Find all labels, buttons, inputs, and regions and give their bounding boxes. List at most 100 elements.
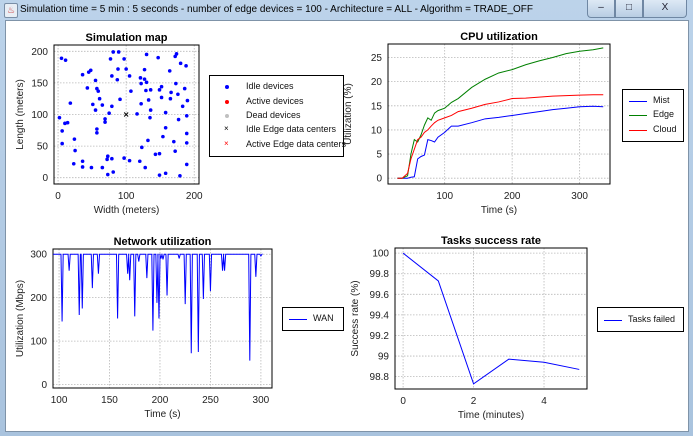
device-point [73,148,77,153]
legend-label: Active Edge data centers [246,138,347,149]
maximize-button[interactable]: □ [615,0,643,18]
device-point [174,52,179,56]
java-cup-icon: ♨ [4,3,18,18]
y-tick-label: 99.4 [370,310,390,321]
device-point [63,58,68,62]
y-axis-label: Utilization (Mbps) [15,280,26,357]
device-point [116,67,120,71]
device-point [118,97,122,102]
minimize-button[interactable]: – [587,0,615,18]
device-point [144,52,149,57]
device-point [80,72,85,77]
x-tick-label: 200 [504,191,521,202]
device-point [122,156,126,160]
x-tick-label: 100 [51,395,68,406]
legend-label: Edge [653,109,675,120]
data-layer [53,253,263,361]
device-point [148,108,153,112]
device-point [148,115,152,120]
device-point [173,149,177,153]
device-point [184,162,189,167]
device-point [93,78,98,83]
device-point [176,92,180,97]
legend-x-marker: × [224,124,229,134]
series-line-tasks-failed [402,252,580,385]
y-axis-label: Utilization (%) [343,83,354,145]
device-point [110,104,114,109]
y-axis-label: Length (meters) [15,79,26,150]
device-point [144,88,148,93]
device-point [176,117,181,122]
device-point [146,138,150,143]
legend-label: Dead devices [246,109,301,120]
device-point [88,68,93,73]
device-point [97,96,102,101]
device-point [115,77,120,82]
tasks-chart: 0 2 4 98.8 99 99.2 99.4 99.6 99.8 100 Tasks succes… [350,235,588,421]
window-titlebar: ♨ Simulation time = 5 min : 5 seconds - … [0,0,693,20]
legend-item: Active devices [210,94,343,108]
series-line-cloud [397,94,604,179]
x-tick-label: 100 [436,191,453,202]
device-point [174,81,178,86]
y-tick-label: 20 [371,77,383,88]
y-axis-label: Success rate (%) [350,280,361,356]
device-point [137,159,142,164]
legend-item: Idle devices [210,80,343,94]
device-point [100,165,105,170]
y-tick-label: 25 [371,53,383,64]
plot-frame [53,44,200,185]
legend-label: Mist [653,95,670,106]
device-point [124,67,128,71]
x-tick-label: 250 [202,395,219,406]
device-point [139,81,143,86]
legend-x-marker: × [224,138,229,148]
device-point [105,172,110,177]
chart-title: Simulation map [86,32,168,44]
device-point [65,120,70,125]
y-tick-label: 300 [30,250,47,261]
device-point [157,88,162,92]
legend-item: Mist [623,94,683,108]
close-button[interactable]: X [643,0,687,18]
x-axis-label: Time (s) [144,409,180,420]
device-point [100,103,105,107]
device-point [157,173,162,177]
y-tick-label: 99.8 [370,269,390,280]
window-controls: – □ X [587,0,687,18]
y-tick-label: 0 [376,174,382,185]
legend-item: × Active Edge data centers [210,138,347,152]
y-tick-label: 50 [37,142,49,153]
device-point [105,154,110,158]
device-point [143,165,148,170]
device-point [111,50,116,54]
legend-label: Idle Edge data centers [246,124,337,135]
y-tick-label: 100 [30,337,47,348]
data-layer [397,47,604,179]
legend-label: Idle devices [246,81,294,92]
x-axis-label: Time (s) [481,205,517,216]
cpu-legend: Mist Edge Cloud [622,89,684,142]
y-tick-label: 0 [42,173,48,184]
legend-line-swatch [629,101,647,103]
series-line-edge [397,47,604,179]
device-point [103,120,107,124]
x-tick-label: 100 [118,191,135,202]
window-title: Simulation time = 5 min : 5 seconds - nu… [20,4,534,15]
x-axis-label: Time (minutes) [458,410,524,421]
legend-label: Tasks failed [628,313,676,324]
y-tick-label: 99.2 [370,331,390,342]
device-point [89,165,94,170]
device-point [129,89,133,93]
device-point [95,131,99,135]
device-point [96,89,101,93]
y-tick-label: 5 [376,150,382,161]
y-tick-label: 10 [371,125,383,136]
chart-title: Tasks success rate [441,235,541,247]
device-point [103,117,107,121]
legend-item: Cloud [623,123,683,137]
device-point [116,50,121,54]
device-point [93,108,98,112]
chart-title: Network utilization [114,236,212,248]
legend-dot-marker [225,85,229,90]
